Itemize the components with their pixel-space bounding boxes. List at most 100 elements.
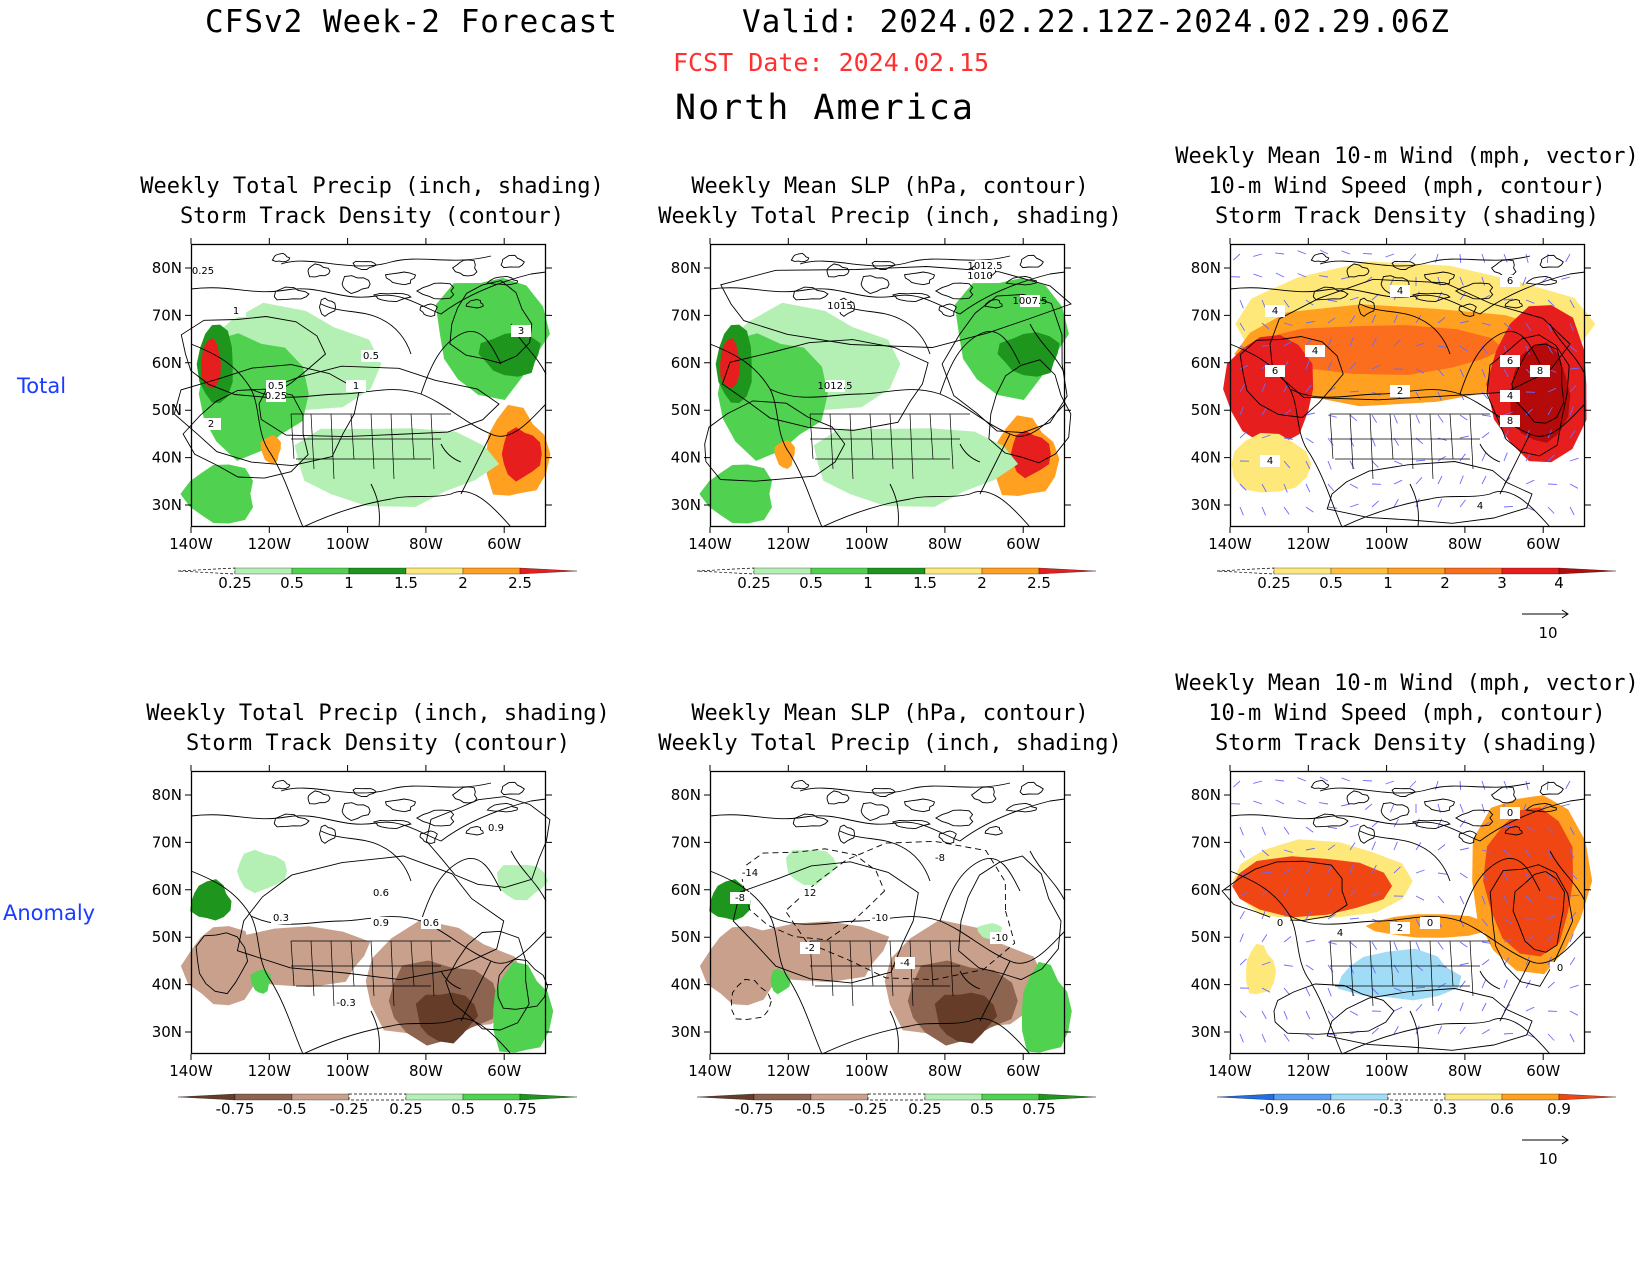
contour (1221, 860, 1348, 921)
wind-vector (1261, 871, 1272, 874)
state-border (869, 940, 874, 987)
colorbar-label: 0.75 (1022, 1100, 1055, 1118)
contour-lines (195, 796, 551, 1031)
state-border (370, 940, 375, 997)
wind-vector (1525, 1006, 1535, 1012)
wind-vector (1459, 980, 1466, 989)
shade-area (997, 332, 1060, 377)
contour-label: 1010 (967, 271, 992, 282)
island (319, 824, 336, 844)
state-border (310, 940, 315, 997)
coastline (1459, 857, 1541, 922)
contour-label: 0.9 (488, 823, 504, 834)
island (938, 830, 957, 844)
wind-vector (1481, 253, 1486, 263)
state-border (849, 413, 854, 480)
lon-label: 120W (767, 1062, 811, 1080)
wind-vector (1459, 1026, 1466, 1035)
wind-vector (1481, 452, 1487, 462)
coastline (1289, 388, 1586, 437)
island (500, 254, 525, 269)
wind-vector (1275, 779, 1285, 782)
wind-vector (1239, 406, 1244, 416)
wind-vector (1525, 935, 1533, 943)
colorbar-label: 1.5 (913, 574, 937, 592)
shade-area (493, 961, 554, 1053)
island (1005, 802, 1038, 813)
contour-label-bg (346, 380, 366, 392)
island (1454, 809, 1494, 827)
wind-vector (1349, 941, 1358, 949)
state-border (929, 940, 934, 987)
island (271, 779, 291, 790)
wind-vector (1481, 391, 1489, 400)
lat-label: 50N (152, 401, 182, 419)
wind-vector (1503, 322, 1512, 330)
lat-label: 50N (1191, 928, 1221, 946)
wind-vector (1253, 273, 1263, 278)
panel-title-line: Storm Track Density (shading) (1214, 731, 1600, 756)
island (1346, 263, 1370, 278)
state-border (410, 413, 415, 460)
state-border (889, 940, 894, 997)
wind-vector (1569, 894, 1580, 897)
state-border (430, 413, 435, 470)
coastline (280, 255, 492, 267)
lat-label: 80N (671, 259, 701, 277)
wind-vector (1305, 506, 1314, 513)
coastline (1341, 490, 1551, 528)
shade-area (180, 926, 255, 1006)
island (1310, 252, 1330, 263)
contour-label-bg (271, 912, 291, 924)
lat-label: 80N (152, 259, 182, 277)
wind-vector (1522, 803, 1527, 813)
state-border (1349, 940, 1354, 997)
wind-vector (1305, 338, 1312, 347)
contour-label-bg (1305, 345, 1325, 357)
panel-title-line: Storm Track Density (contour) (185, 731, 571, 756)
colorbar-canvas: -0.9 -0.6 -0.3 0.3 0.6 0.9 (1216, 1093, 1617, 1118)
state-borders (290, 413, 451, 480)
vector-reference-label: 10 (1538, 1150, 1557, 1168)
wind-vector (1371, 941, 1378, 950)
colorbar-swatch (1558, 1093, 1617, 1101)
state-border (1330, 438, 1480, 460)
lat-label: 70N (152, 833, 182, 851)
island (372, 819, 412, 830)
coastline (709, 343, 823, 528)
coastline (302, 1017, 512, 1055)
colorbar-label: 0.5 (451, 1100, 475, 1118)
coastline (420, 330, 502, 395)
lon-label: 140W (1208, 535, 1252, 553)
contour-label: 0.5 (363, 351, 379, 362)
lon-label: 120W (248, 1062, 292, 1080)
island (319, 297, 336, 317)
state-border (1330, 965, 1480, 987)
wind-vector (1415, 1025, 1420, 1035)
contour-label-bg (870, 912, 890, 924)
shade-area (260, 435, 281, 464)
panel-title: Weekly Mean SLP (hPa, contour) Weekly Tot… (650, 172, 1130, 232)
wind-vectors (1230, 776, 1580, 1043)
island (792, 813, 829, 828)
contour-label: 4 (1337, 928, 1343, 939)
lon-label: 140W (688, 535, 732, 553)
contour-label: 0.5 (268, 381, 284, 392)
island (871, 787, 897, 797)
wind-vector (1349, 315, 1356, 324)
contour-label-bg (1500, 807, 1520, 819)
wind-vector (1305, 1010, 1311, 1020)
wind-vector (1437, 498, 1443, 508)
wind-vector (1547, 981, 1555, 989)
wind-vector (1349, 987, 1355, 997)
state-border (829, 413, 834, 470)
wind-vector (1239, 849, 1245, 858)
lon-label: 140W (688, 1062, 732, 1080)
coastline (1479, 970, 1501, 990)
wind-vector (1275, 272, 1285, 278)
coastline (1409, 1010, 1419, 1055)
wind-vector (1261, 849, 1270, 857)
island (1358, 824, 1375, 844)
coastline (250, 915, 547, 964)
wind-vector (1503, 895, 1509, 905)
